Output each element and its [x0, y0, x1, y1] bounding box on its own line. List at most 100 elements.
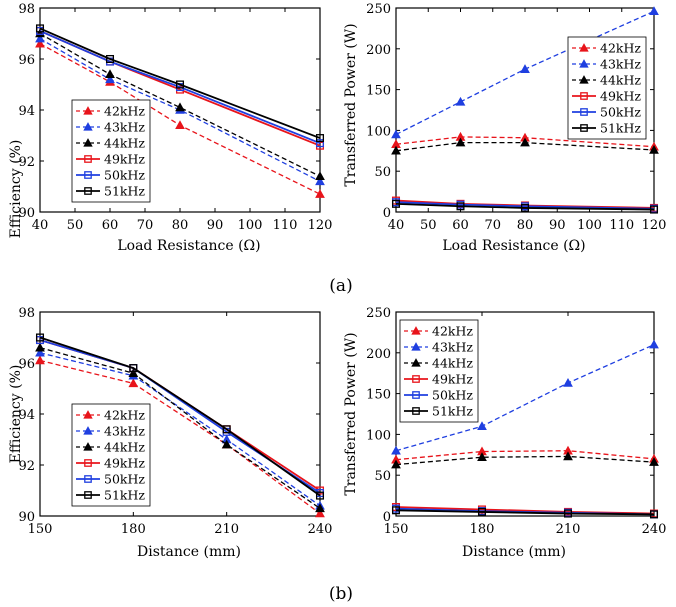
legend-box — [71, 403, 151, 507]
data-point — [315, 503, 325, 513]
data-point — [477, 507, 487, 516]
legend-marker — [84, 187, 92, 195]
data-point — [649, 457, 659, 466]
data-point — [129, 364, 138, 373]
data-point — [35, 347, 45, 357]
legend-box — [71, 99, 151, 203]
plot-frame — [395, 311, 655, 517]
x-tick-label: 210 — [214, 522, 239, 537]
legend-entry: 51kHz — [432, 404, 473, 419]
legend-entry: 42kHz — [432, 324, 473, 339]
legend-entry: 43kHz — [104, 120, 145, 135]
x-tick-label: 40 — [388, 218, 405, 233]
legend-marker — [579, 43, 589, 52]
legend-entry: 44kHz — [104, 440, 145, 455]
series-44kHz — [35, 28, 325, 181]
legend-entry: 49kHz — [600, 89, 641, 104]
data-point — [563, 377, 573, 387]
data-point — [315, 134, 325, 143]
x-tick-label: 120 — [308, 218, 333, 233]
legend-marker — [84, 491, 92, 499]
x-tick-label: 60 — [102, 218, 119, 233]
legend-entry: 50kHz — [104, 472, 145, 487]
y-tick-label: 150 — [366, 388, 391, 403]
y-axis-label: Efficiency (%) — [8, 365, 24, 464]
data-point — [105, 69, 115, 79]
y-tick-label: 92 — [18, 155, 35, 170]
data-point — [477, 452, 487, 462]
legend-entry: 43kHz — [104, 424, 145, 439]
data-point — [456, 202, 465, 211]
data-point — [649, 339, 659, 349]
legend-marker — [579, 59, 589, 68]
x-tick-label: 90 — [207, 218, 224, 233]
series-44kHz — [391, 137, 659, 155]
data-point — [35, 28, 45, 38]
data-point — [221, 439, 232, 449]
data-point — [175, 102, 185, 112]
y-axis-label: Transferred Power (W) — [343, 332, 359, 495]
data-point — [391, 129, 401, 139]
y-tick-label: 98 — [18, 306, 35, 321]
x-tick-label: 100 — [238, 218, 263, 233]
legend-marker — [580, 108, 588, 116]
series-line — [39, 27, 321, 139]
data-point — [105, 74, 115, 84]
x-axis-label: Distance (mm) — [462, 544, 566, 560]
data-point — [35, 33, 45, 43]
y-tick-label: 0 — [383, 206, 391, 221]
data-point — [315, 491, 325, 500]
x-tick-label: 180 — [470, 522, 495, 537]
legend-marker — [84, 155, 92, 163]
series-line — [395, 202, 655, 211]
legend-entry: 44kHz — [600, 73, 641, 88]
y-tick-label: 50 — [374, 469, 391, 484]
data-point — [391, 145, 401, 155]
x-tick-label: 150 — [384, 522, 409, 537]
series-51kHz — [391, 506, 659, 519]
legend-entry: 49kHz — [432, 372, 473, 387]
series-43kHz — [391, 339, 659, 455]
legend-marker — [411, 326, 421, 335]
legend-marker — [83, 106, 93, 115]
legend-entry: 43kHz — [432, 340, 473, 355]
legend-marker — [412, 391, 420, 399]
y-tick-label: 200 — [366, 43, 391, 58]
legend-entry: 44kHz — [104, 136, 145, 151]
series-line — [395, 10, 655, 136]
legend-marker — [580, 92, 588, 100]
legend-marker — [83, 138, 93, 147]
series-line — [395, 344, 655, 452]
legend-marker — [83, 426, 93, 435]
series-42kHz — [391, 445, 659, 464]
series-line — [395, 450, 655, 461]
legend-entry: 43kHz — [600, 57, 641, 72]
legend-entry: 51kHz — [104, 488, 145, 503]
y-axis-label: Transferred Power (W) — [343, 23, 359, 186]
series-line — [395, 136, 655, 148]
legend-box — [399, 319, 479, 423]
x-tick-label: 150 — [28, 522, 53, 537]
x-tick-label: 100 — [577, 218, 602, 233]
chart-3: 150 180 210 240 90 92 94 96 98 Distance (mm) Effic… — [8, 306, 332, 560]
data-point — [128, 368, 139, 377]
y-tick-label: 96 — [18, 53, 35, 68]
x-tick-label: 90 — [549, 218, 566, 233]
series-line — [395, 141, 655, 152]
data-point — [222, 425, 231, 434]
legend-entry: 49kHz — [104, 456, 145, 471]
legend-marker — [580, 124, 588, 132]
x-tick-label: 50 — [67, 218, 84, 233]
series-44kHz — [391, 451, 659, 469]
x-tick-label: 80 — [517, 218, 534, 233]
legend-entry: 42kHz — [104, 408, 145, 423]
legend-entry: 49kHz — [104, 152, 145, 167]
legend-marker — [83, 122, 93, 131]
legend-entry: 42kHz — [104, 104, 145, 119]
x-tick-label: 60 — [452, 218, 469, 233]
y-tick-label: 150 — [366, 84, 391, 99]
data-point — [563, 509, 573, 518]
